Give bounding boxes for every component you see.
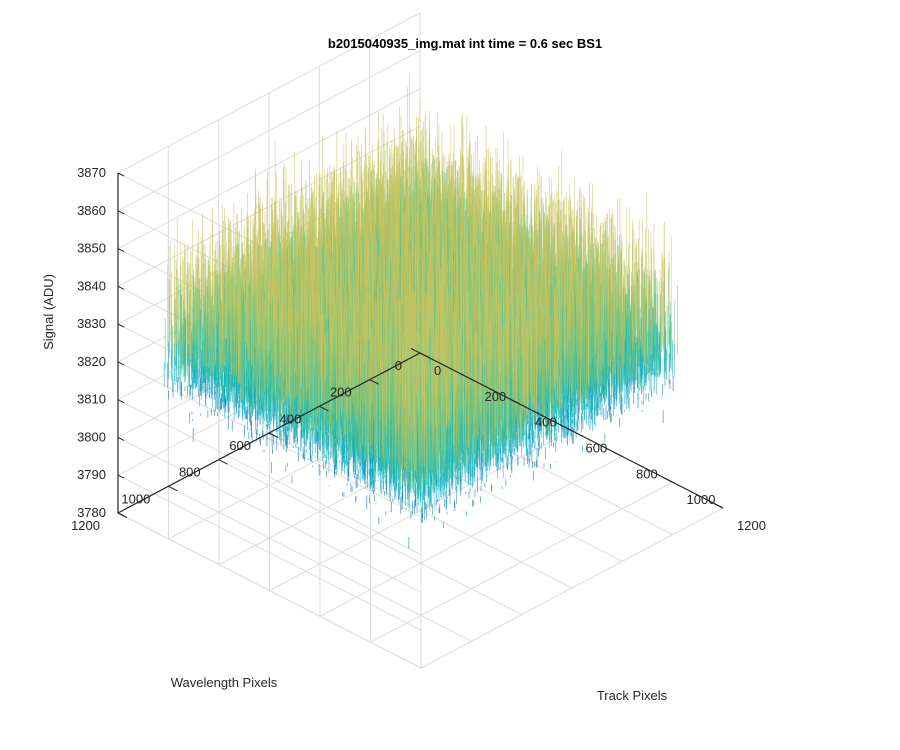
wall-grid-z2 — [117, 399, 422, 556]
wall-grid-z2 — [117, 474, 422, 631]
wall-grid-z — [117, 50, 421, 212]
wall-grid-z2 — [117, 436, 422, 593]
wall-grid-z2 — [117, 361, 422, 518]
wall-grid-z — [117, 12, 421, 174]
surface-mesh — [163, 73, 678, 549]
wall-grid-z2 — [117, 512, 422, 669]
